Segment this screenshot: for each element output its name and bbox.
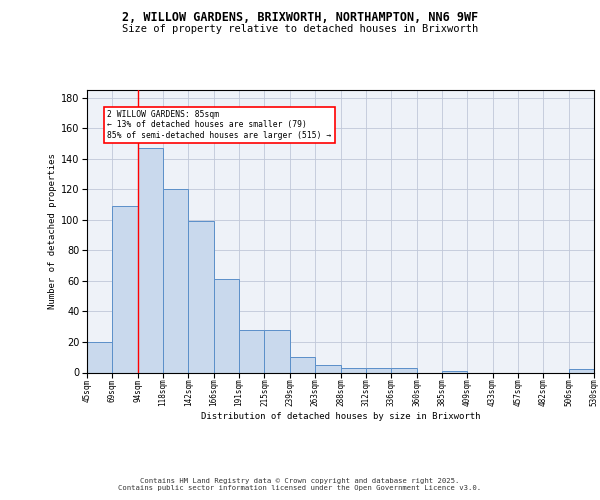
Bar — [315, 365, 341, 372]
Bar — [163, 190, 188, 372]
Bar — [112, 206, 138, 372]
Bar — [341, 368, 366, 372]
Bar — [87, 342, 112, 372]
Bar — [239, 330, 265, 372]
Bar — [265, 330, 290, 372]
Bar — [290, 357, 315, 372]
Bar — [391, 368, 416, 372]
Text: 2, WILLOW GARDENS, BRIXWORTH, NORTHAMPTON, NN6 9WF: 2, WILLOW GARDENS, BRIXWORTH, NORTHAMPTO… — [122, 11, 478, 24]
Text: Contains HM Land Registry data © Crown copyright and database right 2025.
Contai: Contains HM Land Registry data © Crown c… — [118, 478, 482, 491]
Y-axis label: Number of detached properties: Number of detached properties — [47, 154, 56, 309]
Bar — [569, 370, 594, 372]
Bar — [442, 371, 467, 372]
Bar — [214, 280, 239, 372]
Text: Size of property relative to detached houses in Brixworth: Size of property relative to detached ho… — [122, 24, 478, 34]
Bar — [138, 148, 163, 372]
X-axis label: Distribution of detached houses by size in Brixworth: Distribution of detached houses by size … — [201, 412, 480, 421]
Text: 2 WILLOW GARDENS: 85sqm
← 13% of detached houses are smaller (79)
85% of semi-de: 2 WILLOW GARDENS: 85sqm ← 13% of detache… — [107, 110, 332, 140]
Bar — [366, 368, 391, 372]
Bar — [188, 222, 214, 372]
